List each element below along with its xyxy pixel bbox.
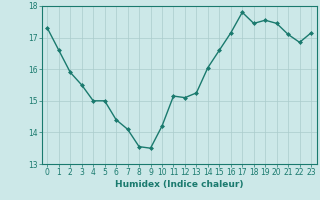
X-axis label: Humidex (Indice chaleur): Humidex (Indice chaleur) [115, 180, 244, 189]
